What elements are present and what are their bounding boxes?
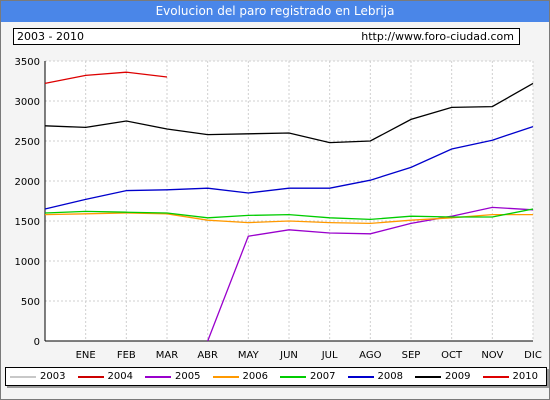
info-box: 2003 - 2010 http://www.foro-ciudad.com: [13, 28, 520, 45]
x-tick-label: JUL: [321, 350, 338, 361]
y-tick-label: 3500: [15, 57, 40, 68]
y-tick-label: 500: [21, 297, 40, 308]
y-tick-label: 1500: [15, 217, 40, 228]
legend-label: 2008: [377, 371, 403, 382]
x-tick-label: FEB: [117, 350, 136, 361]
series-lines: [44, 71, 534, 342]
legend-swatch: [415, 376, 441, 378]
x-tick-label: ENE: [76, 350, 96, 361]
legend-label: 2004: [107, 371, 133, 382]
y-tick-label: 3000: [15, 97, 40, 108]
y-tick-label: 0: [34, 337, 40, 348]
x-tick-label: OCT: [441, 350, 463, 361]
legend-label: 2003: [40, 371, 66, 382]
legend-swatch: [212, 376, 239, 378]
y-tick-label: 2000: [15, 177, 40, 188]
legend-label: 2005: [175, 371, 201, 382]
chart-title: Evolucion del paro registrado en Lebrija: [1, 1, 549, 22]
x-tick-label: DIC: [524, 350, 542, 361]
series-line-2007: [44, 208, 534, 221]
series-line-2006: [44, 212, 533, 225]
x-tick-label: SEP: [402, 350, 421, 361]
legend-swatch: [145, 376, 171, 378]
legend-label: 2006: [242, 371, 268, 382]
x-tick-label: NOV: [481, 350, 503, 361]
legend-swatch: [77, 376, 104, 378]
y-tick-label: 1000: [15, 257, 40, 268]
legend-label: 2007: [310, 371, 336, 382]
legend-swatch: [280, 376, 306, 378]
legend-label: 2010: [512, 371, 538, 382]
legend: 2003 2004 2005 2006 2007 2008 2009 2010: [5, 367, 547, 386]
axes: 0 500 1000 1500 2000 2500 3000 3500 ENE FEB MAR ABR…: [15, 57, 542, 361]
legend-swatch: [10, 376, 36, 378]
x-tick-label: JUN: [279, 350, 298, 361]
legend-swatch: [482, 376, 509, 378]
period-label: 2003 - 2010: [17, 30, 84, 43]
series-line-2009: [44, 82, 534, 144]
x-tick-label: AGO: [359, 350, 381, 361]
series-line-2008: [44, 125, 534, 210]
series-line-2005: [207, 206, 534, 342]
legend-label: 2009: [445, 371, 471, 382]
y-tick-label: 2500: [15, 137, 40, 148]
source-url: http://www.foro-ciudad.com: [361, 30, 514, 43]
legend-swatch: [347, 376, 374, 378]
x-tick-label: MAR: [156, 350, 178, 361]
x-tick-label: MAY: [238, 350, 260, 361]
series-line-2010: [44, 71, 168, 85]
x-tick-label: ABR: [197, 350, 218, 361]
